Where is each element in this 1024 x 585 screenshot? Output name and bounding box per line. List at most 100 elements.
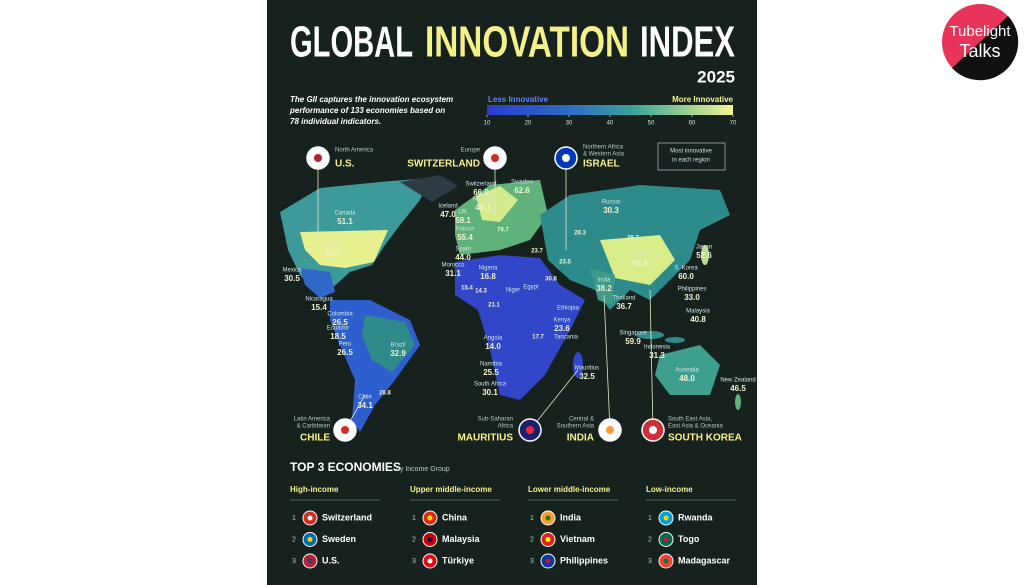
callout-country: ISRAEL [583,159,620,170]
flag-emblem [491,154,499,162]
scale-tick-label: 10 [484,121,491,127]
title: INDEX [640,18,735,67]
country-name: Brazil [390,343,405,349]
callout-region: East Asia & Oceania [668,424,723,430]
flag-emblem [307,515,313,521]
country-name: Nicaragua [305,297,333,303]
country-name: Iceland [438,204,457,210]
flag-emblem [663,515,669,521]
country-value: 40.8 [690,315,706,324]
region-value: 28.3 [574,231,586,237]
country-name: Chile [358,395,372,401]
country-value: 30.5 [284,274,300,283]
callout-region: Northern Africa [583,145,624,151]
country-value: 44.0 [455,253,471,262]
region-value: 17.7 [532,335,544,341]
world-map [280,175,741,432]
region-value: 23.7 [531,249,543,255]
title: INNOVATION [425,18,629,67]
description: performance of 133 economies based on [289,106,445,115]
country: Türkiye [442,555,474,565]
country-name: Colombia [327,312,353,318]
group-name: High-income [290,485,339,494]
country-name: Peru [339,342,352,348]
flag-emblem [649,426,657,434]
country: Switzerland [322,512,372,522]
country-value: 61.7 [325,249,341,258]
country-value: 60.0 [678,272,694,281]
country-value: 14.0 [485,342,501,351]
country-value: 46.5 [730,384,746,393]
section-title: TOP 3 ECONOMIES [290,460,401,474]
country-value: 30.1 [482,388,498,397]
country-value: 15.4 [311,303,327,312]
flag-emblem [606,426,614,434]
callout-region: Central & [569,417,594,423]
rank: 1 [530,515,534,522]
region-value: 23.5 [559,260,571,266]
country-value: 36.7 [616,302,632,311]
callout-region: Sub-Saharan [478,417,513,423]
country-name: Russia [602,200,621,206]
callout-region: & Western Asia [583,152,625,158]
country-name: Norway [473,197,493,203]
flag-emblem [526,426,534,434]
country: Togo [678,534,700,544]
country-name: Singapore [619,331,647,337]
country-value: 26.5 [332,318,348,327]
country: Malaysia [442,534,481,544]
flag-emblem [341,426,349,434]
country: U.S. [322,555,340,565]
legend-low: Less Innovative [488,95,549,104]
group-name: Low-income [646,485,693,494]
region-value: 28.8 [379,391,391,397]
color-scale [487,105,733,115]
country-name: Spain [455,247,470,253]
rank: 2 [530,536,534,543]
flag-emblem [427,515,433,521]
rank: 1 [412,515,416,522]
flag-emblem [307,558,313,564]
flag-emblem [314,154,322,162]
scale-tick-label: 40 [607,121,614,127]
rank: 2 [292,536,296,543]
country-value: 34.1 [357,401,373,410]
country-name: Australia [675,368,699,374]
logo-text: Tubelight [949,23,1011,40]
country-name: Indonesia [644,345,671,351]
country-name: Mexico [282,268,302,274]
scale-tick-label: 20 [525,121,532,127]
callout-country: MAURITIUS [457,433,513,444]
country-value: 38.2 [596,284,612,293]
logo-shade [952,16,1019,81]
country-value: 32.9 [390,349,406,358]
logo-text: Talks [959,41,1000,61]
country-value: 33.0 [684,293,700,302]
country: China [442,512,468,522]
callout-region: South East Asia, [668,417,712,423]
country: Madagascar [678,555,731,565]
callout-region: Europe [461,148,481,154]
callout-region: Southern Asia [557,424,595,430]
country-name: Malaysia [686,309,710,315]
country-name: Sweden [511,180,533,186]
callout-country: CHILE [300,433,330,444]
country: Vietnam [560,534,595,544]
country-name: Switzerland [465,182,496,188]
callout-region: North America [335,148,374,154]
legend-high: More Innovative [672,95,733,104]
country: India [560,512,582,522]
callout-region: & Caribbean [297,424,330,430]
callout-line [529,369,579,431]
country-name: France [456,227,475,233]
country: Sweden [322,534,356,544]
country-name: S. Korea [674,266,698,272]
country-value: 32.5 [579,372,595,381]
country-name: Egypt [523,285,539,291]
title: GLOBAL [290,18,413,67]
country-name: U.S. [327,243,339,249]
note: Most innovative [670,149,712,155]
country-name: Philippines [677,287,706,293]
flag-emblem [545,537,551,542]
